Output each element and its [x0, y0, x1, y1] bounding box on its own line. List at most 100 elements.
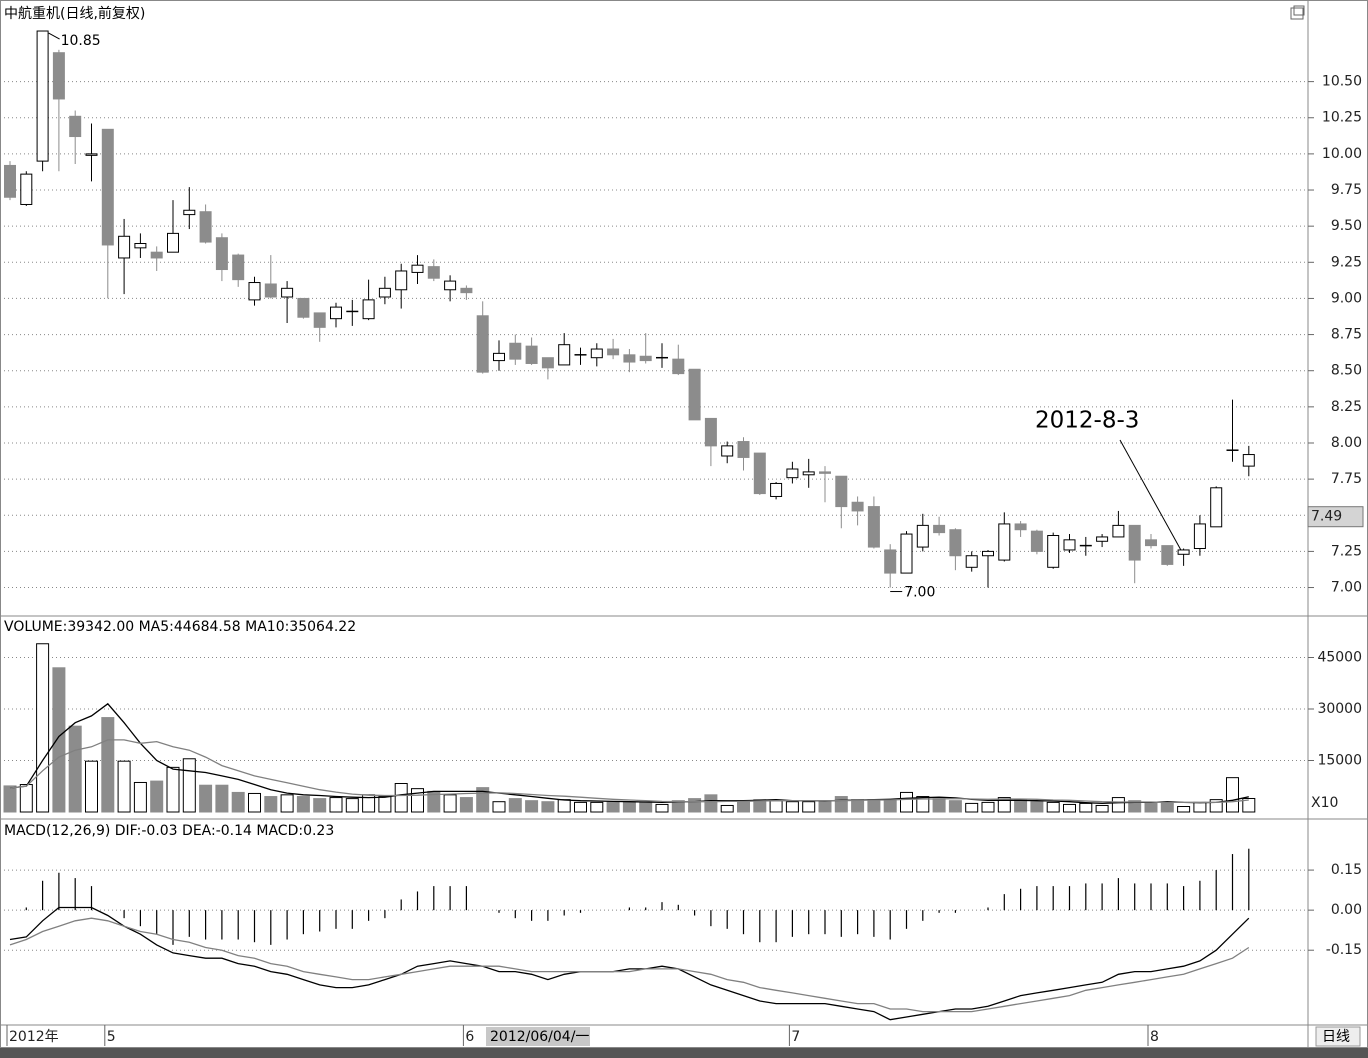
volume-bar [525, 800, 539, 813]
chart-title: 中航重机(日线,前复权) [4, 5, 145, 22]
volume-bar [329, 797, 343, 813]
candle-body [20, 173, 33, 205]
candle-body [965, 555, 978, 568]
series-line [9, 906, 1250, 1021]
volume-bar [508, 798, 522, 813]
candle-body [639, 355, 652, 362]
candle-body [900, 533, 913, 574]
volume-bar [541, 801, 555, 813]
candle-body [1047, 534, 1060, 568]
volume-bar [965, 802, 979, 813]
x-tick-label: 6 [465, 1029, 474, 1045]
volume-bar [19, 784, 33, 813]
volume-bar [378, 796, 392, 813]
candle-body [444, 280, 457, 291]
candle-body [867, 506, 880, 548]
volume-bar [720, 804, 734, 813]
x-tick-label: 2012年 [9, 1029, 59, 1045]
candle-body [1096, 536, 1109, 542]
candle-body [835, 475, 848, 508]
candle-body [85, 153, 98, 156]
volume-bar [883, 799, 897, 813]
volume-bar [932, 798, 946, 813]
candle-body [427, 266, 440, 279]
y-tick-label: 10.00 [1322, 146, 1362, 162]
candle-body [313, 312, 326, 328]
candle-body [1128, 524, 1141, 561]
candle-body [183, 209, 196, 216]
y-tick-label: 8.75 [1331, 327, 1362, 343]
volume-bar [280, 794, 294, 813]
candle-body [281, 287, 294, 298]
series-line [9, 917, 1250, 1013]
candle-body [264, 283, 277, 298]
y-tick-label: 10.25 [1322, 110, 1362, 126]
candle-body [1145, 539, 1157, 547]
candle-body [916, 524, 929, 548]
volume-bar [1014, 799, 1028, 813]
volume-bar [459, 797, 473, 813]
candle-body [525, 345, 538, 364]
y-tick-label: 9.00 [1331, 290, 1362, 306]
period-button[interactable] [1315, 1026, 1361, 1047]
candle-body [101, 128, 114, 246]
candle-body [69, 115, 82, 138]
candle-body [215, 237, 228, 271]
candle-body [704, 417, 717, 447]
cursor-box [486, 1027, 590, 1046]
volume-bar [68, 725, 82, 813]
last-price-box [1307, 506, 1364, 528]
volume-bar [785, 801, 799, 813]
candle-body [802, 471, 815, 476]
candle-body [672, 358, 685, 375]
window-icon[interactable] [1293, 5, 1305, 16]
volume-bar [769, 800, 783, 813]
volume-bar [606, 801, 620, 813]
candle-body [1161, 545, 1174, 565]
volume-bar [622, 801, 636, 813]
annotation-arrow [1119, 439, 1183, 553]
volume-bar [1160, 801, 1174, 813]
candle-body [851, 501, 864, 512]
volume-bar [313, 798, 327, 813]
x-tick-label: 7 [791, 1029, 800, 1045]
volume-bar [1046, 801, 1060, 813]
y-tick-label: 9.25 [1331, 254, 1362, 270]
volume-bar [101, 717, 115, 813]
candle-body [688, 368, 701, 421]
volume-bar [117, 760, 131, 813]
candle-body [949, 529, 962, 557]
candle-body [1242, 454, 1255, 467]
volume-bar [704, 794, 718, 813]
volume-bar [802, 801, 816, 813]
volume-bar [215, 784, 229, 813]
x-tick-label: 8 [1150, 1029, 1159, 1045]
volume-bar [574, 801, 587, 813]
volume-bar [1226, 777, 1239, 813]
candle-body [1014, 523, 1027, 531]
candle-body [167, 232, 179, 253]
y-tick-label: 7.00 [1331, 580, 1362, 596]
y-tick-label: 8.25 [1331, 399, 1362, 415]
candle-body [1063, 539, 1076, 551]
window-icon[interactable] [1290, 7, 1304, 20]
y-tick-label: 7.75 [1331, 471, 1362, 487]
volume-bar [182, 758, 196, 813]
volume-bar [1095, 804, 1109, 813]
volume-bar [997, 797, 1011, 813]
candle-body [541, 357, 554, 369]
volume-bar [590, 801, 604, 813]
candle-body [819, 471, 831, 474]
volume-bar [1063, 803, 1076, 813]
candle-body [982, 550, 994, 557]
unit-label: X10 [1311, 795, 1338, 811]
series-line [9, 739, 1249, 804]
volume-bar [199, 784, 213, 813]
volume-bar [1144, 802, 1158, 813]
macd-header: MACD(12,26,9) DIF:-0.03 DEA:-0.14 MACD:0… [4, 823, 334, 839]
candle-body [330, 306, 342, 320]
volume-bar [737, 801, 750, 813]
candle-body [933, 524, 946, 534]
period-label[interactable]: 日线 [1322, 1029, 1350, 1045]
